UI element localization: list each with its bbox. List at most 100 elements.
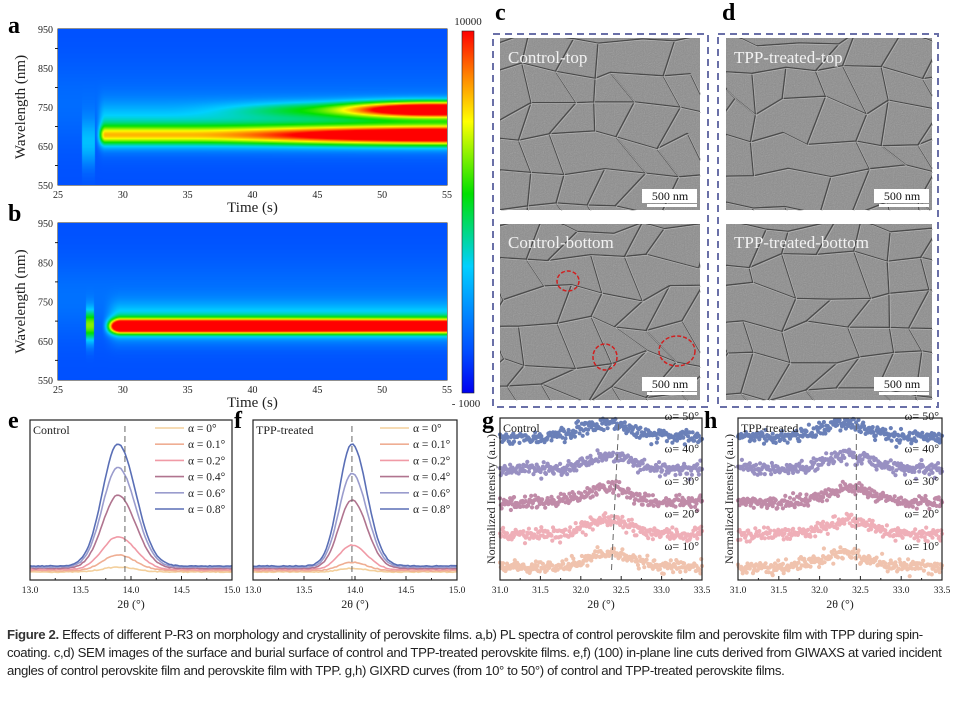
data-point — [555, 567, 560, 572]
data-point — [637, 492, 642, 497]
data-point — [865, 495, 871, 500]
data-point — [764, 438, 769, 443]
data-point — [851, 550, 856, 556]
defect-marker — [658, 335, 696, 367]
data-point — [650, 537, 656, 542]
data-point — [835, 555, 841, 560]
data-point — [936, 528, 941, 533]
data-point — [861, 424, 867, 429]
data-point — [818, 529, 823, 534]
data-point — [550, 563, 555, 568]
data-point — [582, 489, 588, 494]
data-point — [885, 569, 890, 574]
data-point — [673, 472, 678, 478]
data-point — [654, 440, 659, 445]
data-point — [697, 567, 702, 572]
data-point — [844, 462, 849, 467]
x-axis-label: Time (s) — [227, 200, 278, 216]
data-point — [813, 534, 818, 539]
series-line-3 — [252, 499, 458, 570]
data-point — [761, 441, 767, 446]
data-point — [652, 558, 657, 563]
data-point — [786, 527, 791, 533]
data-point — [768, 528, 773, 533]
data-point — [912, 536, 917, 541]
panel-letter-b: b — [8, 201, 21, 227]
data-point — [757, 529, 762, 534]
data-point — [541, 460, 546, 465]
data-point — [927, 506, 932, 511]
data-point — [650, 566, 656, 571]
data-point — [812, 460, 817, 465]
legend-label: α = 0.4° — [188, 472, 226, 484]
data-point — [699, 524, 704, 529]
data-point — [792, 505, 797, 510]
chart-title: TPP-treated — [256, 423, 313, 437]
data-point — [668, 558, 673, 563]
data-point — [920, 430, 925, 435]
data-point — [907, 430, 912, 435]
data-point — [508, 507, 513, 513]
data-point — [521, 504, 526, 509]
data-point — [624, 490, 629, 495]
data-point — [571, 556, 576, 561]
data-point — [531, 472, 536, 477]
scale-bar — [647, 204, 697, 207]
sem-panel-frame-c — [492, 33, 709, 408]
data-point — [883, 427, 888, 432]
data-point — [752, 438, 757, 443]
data-point — [806, 527, 811, 533]
x-tick-label: 31.0 — [492, 586, 509, 596]
data-point — [695, 536, 700, 541]
data-point — [821, 519, 826, 525]
data-point — [923, 493, 928, 499]
series-line-2 — [252, 544, 458, 571]
data-point — [595, 522, 600, 527]
data-point — [689, 472, 695, 477]
x-tick-label: 30 — [118, 190, 128, 201]
series-label: ω= 10° — [665, 539, 700, 553]
data-point — [667, 528, 672, 533]
data-point — [696, 472, 702, 477]
x-tick-label: 40 — [248, 385, 258, 396]
grain-boundary-highlights — [727, 39, 933, 211]
data-point — [626, 518, 631, 523]
data-point — [539, 476, 544, 481]
data-point — [689, 504, 694, 510]
data-point — [778, 437, 783, 442]
data-point — [662, 564, 667, 569]
data-point — [616, 493, 621, 498]
legend-label: α = 0.1° — [413, 439, 451, 451]
data-point — [773, 440, 778, 445]
data-point — [564, 557, 569, 562]
x-tick-label: 30 — [118, 385, 128, 396]
data-point — [902, 472, 908, 477]
data-point — [852, 546, 857, 552]
data-point — [823, 431, 828, 436]
data-point — [880, 551, 885, 556]
data-point — [522, 494, 528, 499]
data-point — [678, 569, 683, 575]
data-point — [622, 420, 627, 425]
data-point — [894, 563, 899, 568]
data-point — [644, 557, 649, 562]
data-point — [811, 456, 816, 461]
data-point — [687, 477, 692, 482]
data-point — [751, 505, 756, 510]
data-point — [568, 525, 573, 530]
scale-bar — [647, 392, 697, 395]
data-point — [629, 558, 634, 563]
x-tick-label: 33.0 — [893, 586, 910, 596]
data-point — [694, 501, 699, 506]
data-point — [624, 553, 629, 558]
data-point — [593, 549, 598, 554]
data-point — [804, 429, 809, 434]
data-point — [563, 527, 568, 532]
data-point — [549, 533, 554, 538]
series-line-0 — [29, 566, 233, 574]
data-point — [617, 480, 622, 485]
x-tick-label: 15.0 — [224, 586, 241, 596]
data-point — [798, 501, 804, 507]
data-point — [766, 570, 771, 575]
data-point — [605, 426, 610, 431]
